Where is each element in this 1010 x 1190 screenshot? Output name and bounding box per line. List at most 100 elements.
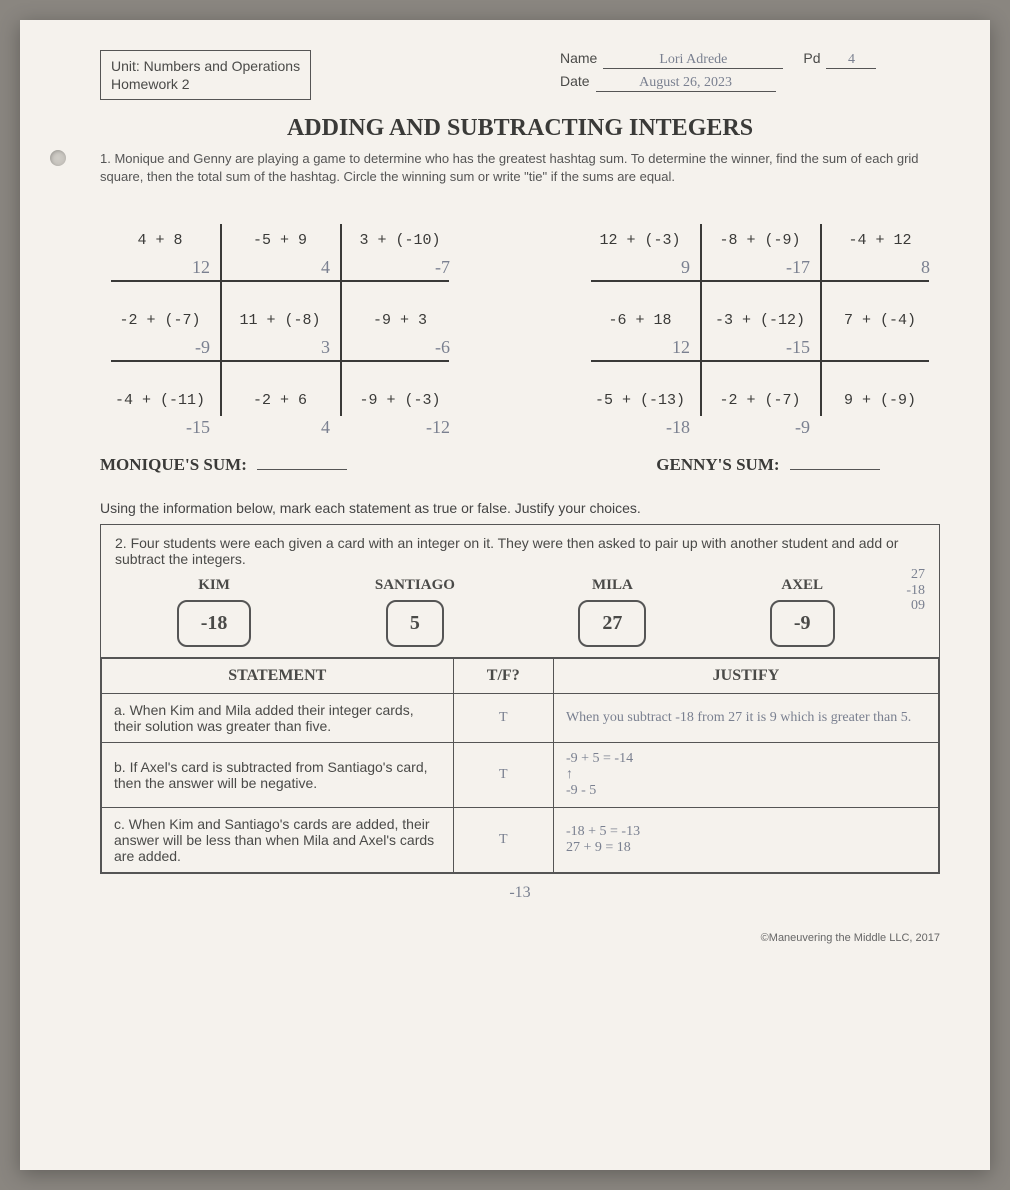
card-column: MILA 27 <box>578 577 646 647</box>
cell-answer: -17 <box>786 257 810 278</box>
card-column: SANTIAGO5 <box>375 577 455 647</box>
worksheet-page: Unit: Numbers and Operations Homework 2 … <box>20 20 990 1170</box>
cell-answer: -18 <box>666 417 690 438</box>
pd-value: 4 <box>826 52 876 69</box>
cell-expression: -5 + 9 <box>253 232 307 249</box>
cell-answer: -9 <box>795 417 810 438</box>
cell-answer: 12 <box>192 257 210 278</box>
header-row: Unit: Numbers and Operations Homework 2 … <box>100 50 940 100</box>
card-column: KIM -18 <box>177 577 252 647</box>
justify-cell: When you subtract -18 from 27 it is 9 wh… <box>553 694 938 743</box>
th-statement: STATEMENT <box>102 659 454 694</box>
monique-sum-blank <box>257 469 347 470</box>
cell-expression: 12 + (-3) <box>599 232 680 249</box>
card-name: SANTIAGO <box>375 577 455 594</box>
statement-cell: b. If Axel's card is subtracted from San… <box>102 743 454 808</box>
table-row: a. When Kim and Mila added their integer… <box>102 694 939 743</box>
statement-cell: c. When Kim and Santiago's cards are add… <box>102 808 454 873</box>
cell-expression: -9 + 3 <box>373 312 427 329</box>
unit-label: Unit: Numbers and Operations <box>111 57 300 75</box>
grid-cell: -2 + 6 4 <box>220 360 340 440</box>
q2-intro: 2. Four students were each given a card … <box>115 535 925 567</box>
cell-expression: 3 + (-10) <box>359 232 440 249</box>
sums-row: MONIQUE'S SUM: GENNY'S SUM: <box>100 455 940 475</box>
sub-instructions: Using the information below, mark each s… <box>100 500 940 516</box>
monique-sum-label: MONIQUE'S SUM: <box>100 455 247 474</box>
grids-row: 4 + 812-5 + 943 + (-10)-7-2 + (-7)-911 +… <box>100 200 940 440</box>
table-row: b. If Axel's card is subtracted from San… <box>102 743 939 808</box>
tf-cell: T <box>453 694 553 743</box>
tf-cell: T <box>453 743 553 808</box>
grid-cell: 7 + (-4) <box>820 280 940 360</box>
cell-expression: 11 + (-8) <box>239 312 320 329</box>
cell-expression: -4 + 12 <box>848 232 911 249</box>
cell-expression: -3 + (-12) <box>715 312 805 329</box>
cell-answer: -7 <box>435 257 450 278</box>
card-name: KIM <box>177 577 252 594</box>
cards-row: KIM -18 SANTIAGO5 MILA 27 AXEL -9 <box>115 577 896 647</box>
grid-cell: -2 + (-7)-9 <box>700 360 820 440</box>
date-label: Date <box>560 73 590 89</box>
cell-answer: -12 <box>426 417 450 438</box>
q2-box: 2. Four students were each given a card … <box>100 524 940 874</box>
cell-answer: -9 <box>195 337 210 358</box>
cell-answer: 9 <box>681 257 690 278</box>
cell-expression: -4 + (-11) <box>115 392 205 409</box>
name-date-block: Name Lori Adrede Pd 4 Date August 26, 20… <box>560 50 940 96</box>
justify-cell: -18 + 5 = -1327 + 9 = 18 <box>553 808 938 873</box>
cell-expression: 9 + (-9) <box>844 392 916 409</box>
cell-expression: 7 + (-4) <box>844 312 916 329</box>
grid-cell: -2 + (-7) -9 <box>100 280 220 360</box>
scratch-work: 27-1809 <box>906 567 925 613</box>
tf-table: STATEMENT T/F? JUSTIFY a. When Kim and M… <box>101 658 939 873</box>
genny-sum-blank <box>790 469 880 470</box>
grid-cell: -9 + 3-6 <box>340 280 460 360</box>
genny-sum-label: GENNY'S SUM: <box>656 455 779 474</box>
copyright-footer: ©Maneuvering the Middle LLC, 2017 <box>100 932 940 944</box>
q1-instructions: 1. Monique and Genny are playing a game … <box>100 150 940 185</box>
page-title: ADDING AND SUBTRACTING INTEGERS <box>100 115 940 142</box>
card-value: -18 <box>177 600 252 647</box>
card-name: MILA <box>578 577 646 594</box>
card-value: 27 <box>578 600 646 647</box>
grid-cell: 12 + (-3)9 <box>580 200 700 280</box>
grid-cell: -9 + (-3) -12 <box>340 360 460 440</box>
cell-expression: -6 + 18 <box>608 312 671 329</box>
unit-box: Unit: Numbers and Operations Homework 2 <box>100 50 311 100</box>
cell-answer: 12 <box>672 337 690 358</box>
monique-grid: 4 + 812-5 + 943 + (-10)-7-2 + (-7)-911 +… <box>100 200 460 440</box>
name-value: Lori Adrede <box>603 52 783 69</box>
name-label: Name <box>560 50 597 66</box>
cell-answer: 3 <box>321 337 330 358</box>
grid-cell: -5 + 94 <box>220 200 340 280</box>
date-value: August 26, 2023 <box>596 75 776 92</box>
cell-expression: 4 + 8 <box>137 232 182 249</box>
grid-cell: 3 + (-10) -7 <box>340 200 460 280</box>
grid-cell: 4 + 8 12 <box>100 200 220 280</box>
genny-grid: 12 + (-3)9-8 + (-9)-17-4 + 128-6 + 1812-… <box>580 200 940 440</box>
grid-cell: -5 + (-13) -18 <box>580 360 700 440</box>
card-name: AXEL <box>770 577 835 594</box>
card-column: AXEL -9 <box>770 577 835 647</box>
homework-label: Homework 2 <box>111 75 300 93</box>
q2-top: 2. Four students were each given a card … <box>101 525 939 658</box>
tf-cell: T <box>453 808 553 873</box>
cell-expression: -9 + (-3) <box>359 392 440 409</box>
card-value: -9 <box>770 600 835 647</box>
statement-cell: a. When Kim and Mila added their integer… <box>102 694 454 743</box>
table-row: c. When Kim and Santiago's cards are add… <box>102 808 939 873</box>
cell-expression: -2 + 6 <box>253 392 307 409</box>
cell-answer: 4 <box>321 417 330 438</box>
pd-label: Pd <box>803 50 820 66</box>
punch-hole <box>50 150 66 166</box>
th-justify: JUSTIFY <box>553 659 938 694</box>
cell-expression: -2 + (-7) <box>119 312 200 329</box>
cell-answer: -15 <box>786 337 810 358</box>
cell-expression: -5 + (-13) <box>595 392 685 409</box>
grid-cell: -3 + (-12) -15 <box>700 280 820 360</box>
grid-cell: -4 + (-11)-15 <box>100 360 220 440</box>
grid-cell: -6 + 1812 <box>580 280 700 360</box>
grid-cell: 9 + (-9) <box>820 360 940 440</box>
bottom-scratch: -13 <box>100 884 940 902</box>
grid-cell: -4 + 128 <box>820 200 940 280</box>
